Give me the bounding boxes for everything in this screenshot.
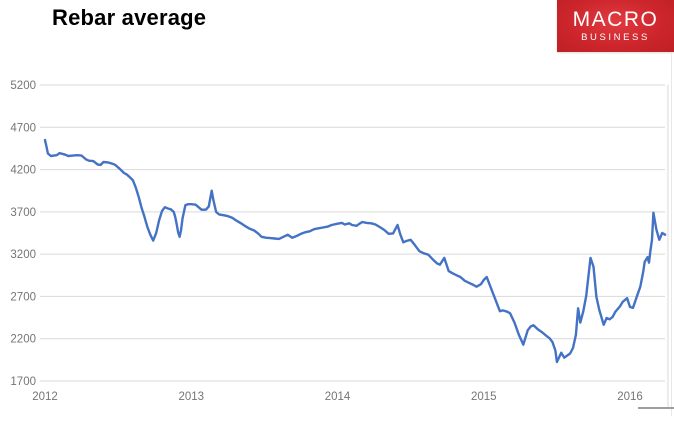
logo-text-macro: MACRO [572,8,659,32]
y-tick-label: 4200 [10,165,36,177]
page-right-edge [671,52,672,416]
y-tick-label: 2200 [10,334,36,346]
series-line-rebar-average [43,138,667,364]
x-tick-label: 2014 [325,391,351,403]
page-bottom-edge [638,407,674,409]
y-tick-label: 4700 [10,122,36,134]
y-tick-label: 1700 [10,376,36,388]
macrobusiness-logo: MACRO BUSINESS [557,0,674,52]
chart-title: Rebar average [52,5,207,30]
x-tick-label: 2012 [32,391,58,403]
y-tick-label: 3200 [10,249,36,261]
y-tick-label: 2700 [10,291,36,303]
x-tick-label: 2013 [178,391,204,403]
logo-text-business: BUSINESS [581,32,650,44]
x-tick-label: 2016 [617,391,643,403]
y-tick-label: 3700 [10,207,36,219]
x-tick-label: 2015 [471,391,497,403]
y-tick-label: 5200 [10,80,36,92]
